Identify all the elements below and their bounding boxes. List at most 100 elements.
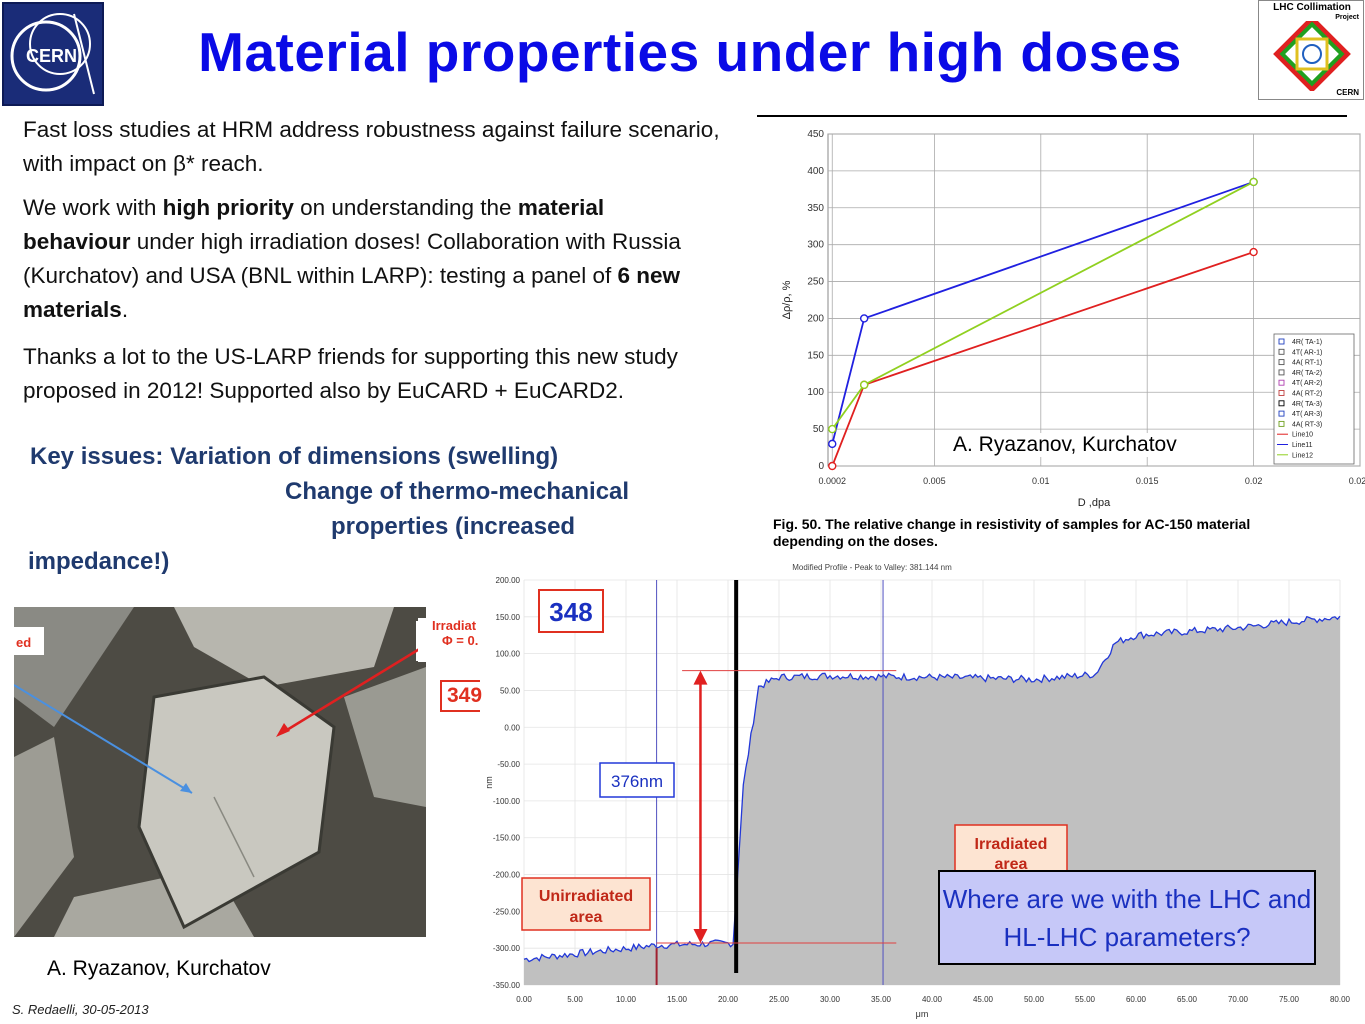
legend-entry: 4R( TA-3) — [1292, 401, 1322, 408]
label-348-box — [538, 589, 604, 633]
paragraph-priority: We work with high priority on understand… — [23, 191, 715, 327]
x-tick-label: 50.00 — [1024, 995, 1045, 1004]
x-tick-label: 70.00 — [1228, 995, 1249, 1004]
legend-entry: 4T( AR-1) — [1292, 349, 1322, 356]
p2-part: on understanding the — [293, 195, 518, 220]
irradiated-box — [954, 824, 1068, 878]
footer-author-date: S. Redaelli, 30-05-2013 — [12, 1002, 149, 1017]
legend-entry: 4R( TA-2) — [1292, 370, 1322, 377]
p2-material-behaviour: material behaviour — [23, 195, 605, 254]
key-issues-line4: impedance!) — [28, 548, 170, 575]
y-tick-label: 450 — [807, 129, 824, 140]
paragraph-fast-loss: Fast loss studies at HRM address robustn… — [23, 117, 720, 176]
legend-marker — [1278, 390, 1285, 396]
irradiated-label-1: Irradiated — [975, 836, 1048, 853]
key-issues-line2: Change of thermo-mechanical — [285, 478, 630, 505]
x-tick-label: 65.00 — [1177, 995, 1198, 1004]
y-tick-label: 200.00 — [496, 576, 521, 585]
y-tick-label: -100.00 — [493, 797, 521, 806]
cern-logo: CERN — [2, 2, 104, 106]
y-tick-label: -250.00 — [493, 907, 521, 916]
y-tick-label: 100 — [807, 387, 824, 398]
y-tick-label: 0.00 — [504, 723, 520, 732]
photo-number-box: 349 — [440, 680, 482, 712]
x-tick-label: 15.00 — [667, 995, 688, 1004]
x-tick-label: 30.00 — [820, 995, 841, 1004]
x-axis-label: μm — [916, 1009, 929, 1019]
x-tick-label: 0.0002 — [818, 476, 846, 486]
data-point — [828, 439, 837, 449]
x-tick-label: 0.01 — [1032, 476, 1050, 486]
legend-marker — [1278, 348, 1285, 355]
figure-caption: Fig. 50. The relative change in resistiv… — [773, 516, 1313, 550]
photo-irradiated-text: Irradiat — [432, 618, 477, 633]
x-tick-label: 75.00 — [1279, 995, 1300, 1004]
lhc-logo-cern: CERN — [1336, 88, 1359, 97]
micrograph-photo: ed — [14, 607, 426, 937]
x-tick-label: 60.00 — [1126, 995, 1147, 1004]
legend-entry: 4R( TA-1) — [1292, 339, 1322, 346]
y-tick-label: -350.00 — [493, 981, 521, 990]
figure-caption-line1: Fig. 50. The relative change in resistiv… — [773, 516, 1251, 532]
p2-part: . — [121, 297, 129, 322]
unirradiated-label-2: area — [570, 909, 603, 926]
y-axis-label: Δρ/ρ, % — [781, 280, 793, 319]
arrow-head-up — [693, 670, 708, 685]
legend-entry: 4A( RT-2) — [1292, 391, 1322, 398]
profile-line — [523, 615, 1341, 963]
profile-top-label: Modified Profile - Peak to Valley: 381.1… — [792, 563, 952, 572]
y-tick-label: 400 — [807, 166, 824, 177]
label-348: 348 — [549, 597, 592, 627]
y-axis-label: nm — [484, 776, 494, 789]
x-tick-label: 5.00 — [567, 995, 583, 1004]
x-tick-label: 80.00 — [1330, 995, 1350, 1004]
x-tick-label: 40.00 — [922, 995, 943, 1004]
data-point — [859, 380, 869, 390]
chart-credit: A. Ryazanov, Kurchatov — [953, 433, 1177, 457]
photo-phi-text: Φ = 0. — [442, 633, 479, 648]
legend-marker — [1278, 369, 1285, 376]
legend-entry: 4A( RT-3) — [1292, 421, 1322, 428]
cern-logo-text: CERN — [26, 46, 77, 66]
x-tick-label: 0.02 — [1245, 476, 1263, 486]
key-issues-line1: Key issues: Variation of dimensions (swe… — [30, 443, 559, 470]
x-axis-label: D ,dpa — [1078, 497, 1111, 509]
y-tick-label: 350 — [807, 203, 824, 214]
photo-irradiated-label: Irradiat Φ = 0. — [418, 618, 480, 662]
y-tick-label: 200 — [807, 313, 824, 324]
data-point — [828, 424, 837, 434]
y-tick-label: 0 — [818, 461, 824, 472]
arrow-head-down — [693, 929, 708, 944]
data-point — [828, 461, 837, 471]
legend-entry: Line10 — [1292, 432, 1313, 439]
photo-label-left: ed — [16, 635, 31, 650]
y-tick-label: 100.00 — [496, 650, 521, 659]
y-tick-label: -150.00 — [493, 834, 521, 843]
x-tick-label: 0.025 — [1349, 476, 1365, 486]
legend-entry: Line11 — [1292, 442, 1313, 449]
data-point — [1249, 177, 1258, 187]
p2-high-priority: high priority — [162, 195, 294, 220]
x-tick-label: 0.015 — [1136, 476, 1159, 486]
legend-marker — [1278, 379, 1285, 386]
legend-entry: 4A( RT-1) — [1292, 360, 1322, 367]
unirradiated-label-1: Unirradiated — [539, 888, 633, 905]
unirradiated-box — [521, 877, 651, 931]
y-tick-label: 150.00 — [496, 613, 521, 622]
label-376nm: 376nm — [611, 772, 663, 791]
data-point — [1249, 247, 1258, 257]
x-tick-label: 55.00 — [1075, 995, 1096, 1004]
paragraph-thanks: Thanks a lot to the US-LARP friends for … — [23, 344, 678, 403]
legend-marker — [1278, 420, 1285, 427]
legend-marker — [1278, 400, 1285, 407]
x-tick-label: 0.00 — [516, 995, 532, 1004]
y-tick-label: -200.00 — [493, 871, 521, 880]
x-tick-label: 10.00 — [616, 995, 637, 1004]
question-box: Where are we with the LHC and HL-LHC par… — [938, 870, 1316, 965]
label-376-box — [599, 762, 675, 798]
legend-marker — [1278, 410, 1285, 417]
figure-caption-line2: depending on the doses. — [773, 533, 938, 549]
x-tick-label: 20.00 — [718, 995, 739, 1004]
x-tick-label: 25.00 — [769, 995, 790, 1004]
resistivity-chart: 0.0002 0.005 0.01 0.015 0.02 0.025 0 50 100 150 20… — [781, 129, 1365, 509]
